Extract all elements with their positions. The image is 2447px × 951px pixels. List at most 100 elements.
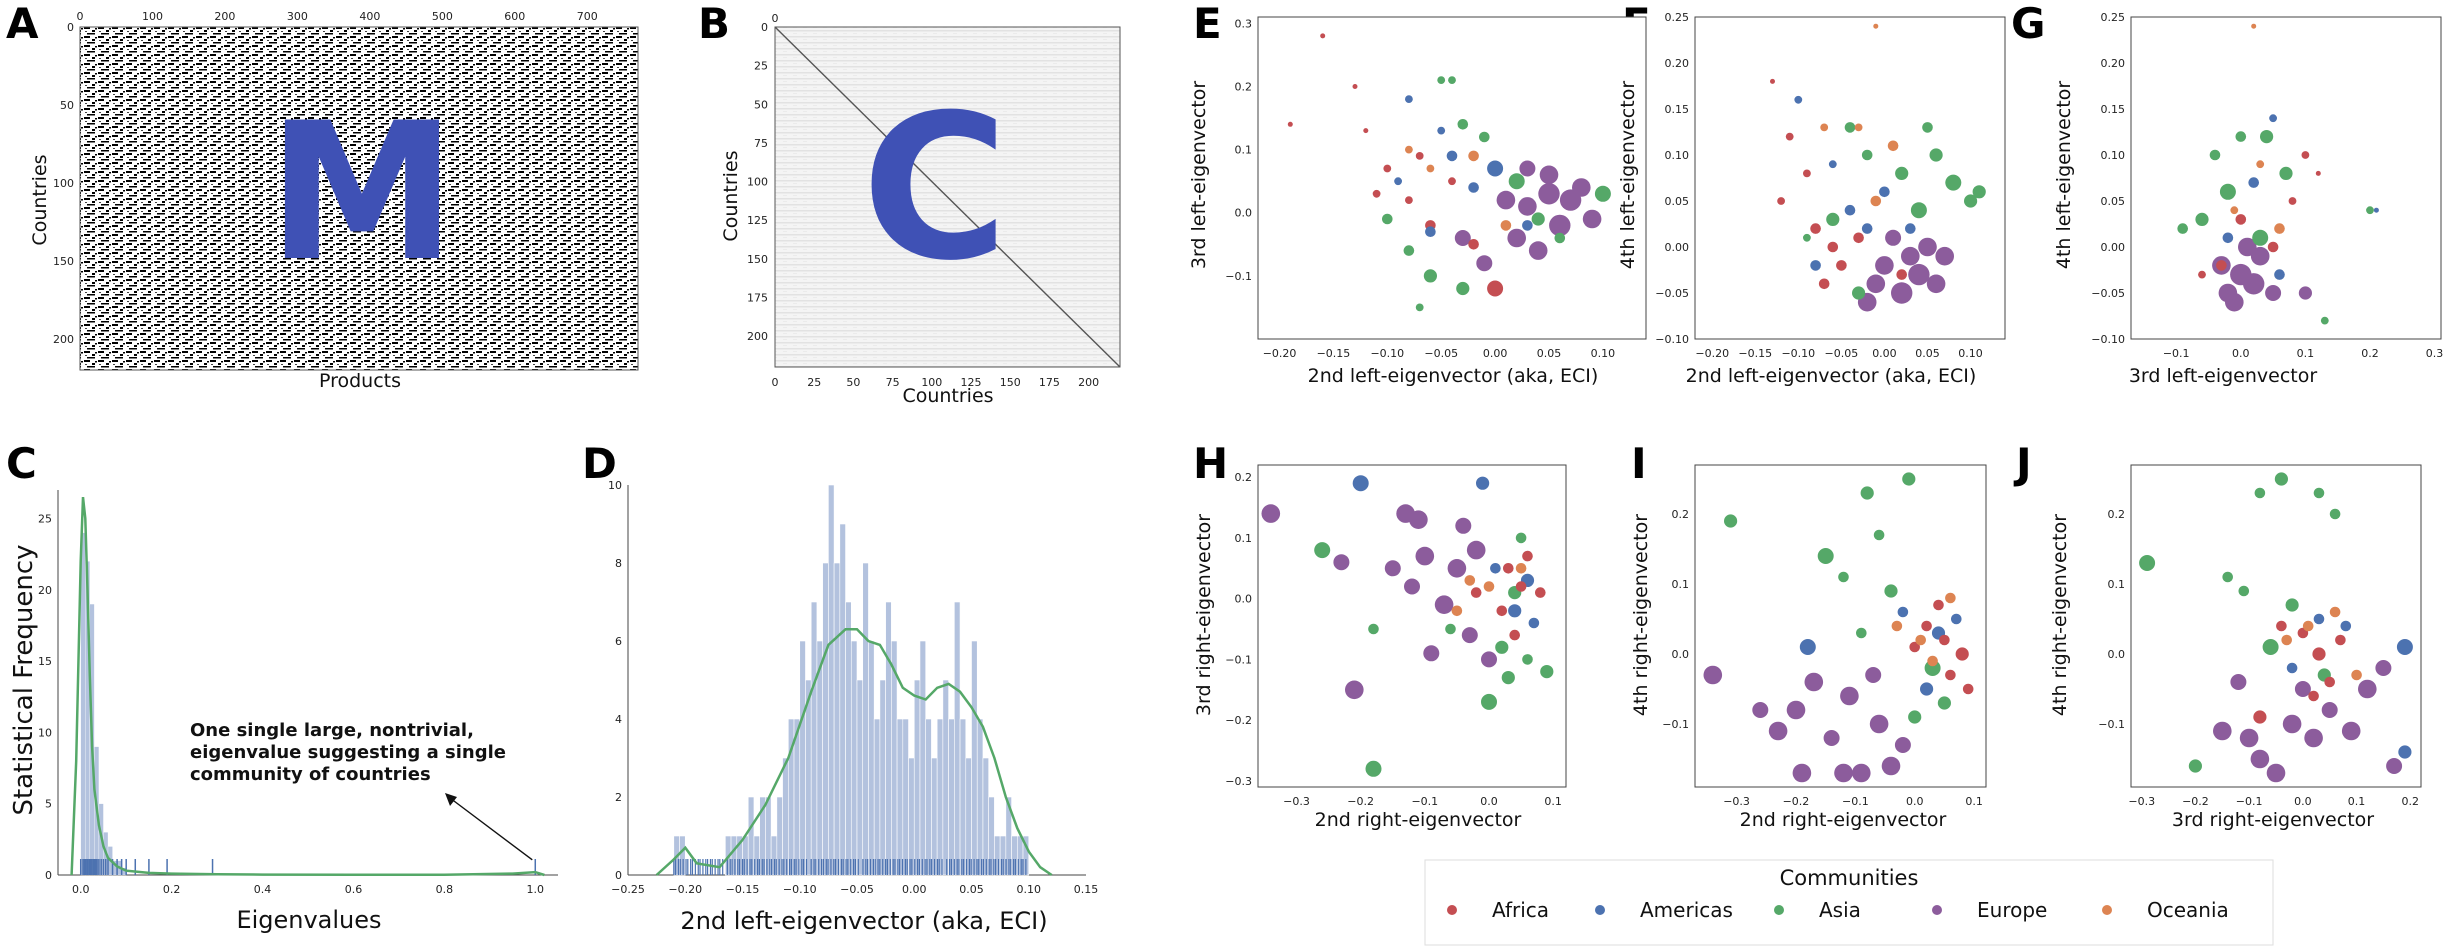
panel-f-point-europe-3 xyxy=(1926,274,1946,294)
panel-i-point-africa-27 xyxy=(1945,669,1956,681)
panel-d-bar-32 xyxy=(856,679,864,876)
panel-i-xtick-4: 0.1 xyxy=(1965,795,1983,808)
panel-f-xtick-2: −0.10 xyxy=(1781,347,1815,360)
panel-g-point-asia-21 xyxy=(2177,223,2188,234)
panel-f-ytick-3: 0.05 xyxy=(1665,195,1690,208)
panel-d-xtick-3: −0.10 xyxy=(783,883,817,896)
panel-b-xtick-8: 200 xyxy=(1078,376,1099,389)
panel-e-point-africa-47 xyxy=(1287,121,1293,127)
panel-a-ytick-4: 200 xyxy=(53,333,74,346)
panel-j-point-europe-14 xyxy=(2230,674,2247,690)
panel-e-point-africa-49 xyxy=(1363,128,1369,134)
panel-i-point-africa-31 xyxy=(1909,641,1920,653)
panel-e-xtick-5: 0.05 xyxy=(1537,347,1562,360)
panel-e-scatter: 2nd left-eigenvector (aka, ECI) 3rd left… xyxy=(1188,16,1647,387)
panel-b-xtick-6: 150 xyxy=(1000,376,1021,389)
panel-j-point-africa-26 xyxy=(2335,634,2346,646)
panel-j-ytick-2: 0.1 xyxy=(2108,578,2126,591)
panel-h-point-asia-11 xyxy=(1314,542,1331,559)
panel-h-xtick-0: −0.3 xyxy=(1283,795,1310,808)
panel-h-point-africa-30 xyxy=(1522,550,1533,562)
panel-label-j: J xyxy=(2013,439,2032,488)
panel-i-point-europe-7 xyxy=(1881,756,1901,776)
panel-f-point-africa-21 xyxy=(1896,269,1907,280)
panel-i-point-asia-25 xyxy=(1908,710,1922,724)
panel-e-point-africa-33 xyxy=(1383,164,1392,173)
panel-d-ytick-1: 2 xyxy=(615,791,622,804)
panel-h-point-europe-12 xyxy=(1333,554,1350,571)
communities-legend: Communities Africa Americas Asia Europe Ocea… xyxy=(1424,859,2274,946)
panel-h-point-europe-1 xyxy=(1345,680,1364,700)
panel-c-kde-line xyxy=(70,496,545,877)
panel-b-xtick-7: 175 xyxy=(1039,376,1060,389)
panel-j-point-asia-34 xyxy=(2222,571,2233,583)
panel-d-bar-36 xyxy=(879,679,886,876)
panel-j-point-europe-1 xyxy=(2239,728,2259,748)
panel-i-point-oceania-37 xyxy=(1915,634,1926,646)
panel-j-plot-area xyxy=(2130,464,2422,788)
panel-i-ytick-3: 0.2 xyxy=(1672,508,1690,521)
panel-i-point-oceania-38 xyxy=(1891,620,1903,632)
panel-e-point-europe-5 xyxy=(1528,241,1548,260)
panel-g-point-asia-12 xyxy=(2279,166,2293,180)
panel-h-point-africa-31 xyxy=(1470,587,1482,598)
panel-f-point-americas-37 xyxy=(1794,95,1803,104)
panel-j-point-africa-17 xyxy=(2253,710,2267,724)
panel-d-bar-45 xyxy=(931,757,938,876)
panel-j-point-americas-18 xyxy=(2398,745,2412,759)
panel-c-ytick-2: 10 xyxy=(38,726,52,739)
panel-e-point-oceania-44 xyxy=(1426,164,1435,173)
panel-i-point-europe-3 xyxy=(1804,672,1824,692)
panel-d-ytick-0: 0 xyxy=(615,869,622,882)
panel-a-ticks: 0 100 200 300 400 500 600 700 0 50 100 150 200 xyxy=(53,10,598,346)
panel-h-xlabel: 2nd right-eigenvector xyxy=(1315,809,1522,831)
panel-h-point-europe-3 xyxy=(1409,510,1428,529)
panel-a-xtick-2: 200 xyxy=(214,10,235,23)
panel-g-point-asia-20 xyxy=(2235,131,2247,142)
panel-d-xtick-4: −0.05 xyxy=(840,883,874,896)
panel-d-xtick-1: −0.20 xyxy=(668,883,702,896)
panel-j-point-asia-32 xyxy=(2313,487,2325,499)
panel-d-bar-42 xyxy=(913,679,921,876)
panel-e-point-africa-34 xyxy=(1405,196,1413,205)
panel-i-point-asia-21 xyxy=(1860,486,1874,500)
panel-d-ytick-5: 10 xyxy=(608,479,622,492)
panel-b-ytick-4: 100 xyxy=(747,176,768,189)
panel-d-bar-52 xyxy=(971,640,978,876)
panel-a-xlabel: Products xyxy=(319,370,401,392)
panel-h-point-asia-23 xyxy=(1540,665,1554,679)
panel-a-ytick-1: 50 xyxy=(60,99,74,112)
panel-h-ytick-1: −0.2 xyxy=(1225,714,1252,727)
panel-f-xtick-6: 0.10 xyxy=(1958,347,1983,360)
panel-b-xtick-0: 0 xyxy=(772,376,779,389)
panel-j-point-oceania-36 xyxy=(2302,620,2314,632)
panel-b-xtick-1: 25 xyxy=(807,376,821,389)
panel-d-bar-51 xyxy=(965,757,972,876)
panel-g-point-oceania-31 xyxy=(2230,206,2239,215)
panel-label-c: C xyxy=(6,439,37,488)
panel-b-ytick-5: 125 xyxy=(747,214,768,227)
panel-f-xtick-4: 0.00 xyxy=(1872,347,1897,360)
panel-b-top-tick: 0 xyxy=(772,12,779,25)
panel-a-ytick-0: 0 xyxy=(67,21,74,34)
panel-h-point-asia-38 xyxy=(1445,623,1456,635)
panel-f-point-asia-30 xyxy=(1861,149,1873,161)
panel-e-ytick-1: 0.0 xyxy=(1235,207,1253,220)
panel-g-point-asia-22 xyxy=(2209,149,2221,161)
annotation-text: One single large, nontrivial, eigenvalue … xyxy=(190,720,506,785)
panel-f-point-oceania-41 xyxy=(1854,123,1863,132)
panel-h-point-americas-8 xyxy=(1352,475,1369,492)
panel-h-point-asia-24 xyxy=(1495,640,1509,654)
panel-g-point-europe-6 xyxy=(2225,292,2244,312)
panel-i-point-asia-35 xyxy=(1838,571,1849,583)
panel-c-ytick-1: 5 xyxy=(45,798,52,811)
panel-a-ytick-3: 150 xyxy=(53,255,74,268)
panel-g-point-oceania-23 xyxy=(2274,223,2285,234)
panel-e-xtick-4: 0.00 xyxy=(1483,347,1508,360)
panel-d-xlabel: 2nd left-eigenvector (aka, ECI) xyxy=(680,907,1047,935)
panel-g-point-americas-27 xyxy=(2269,114,2278,123)
panel-i-point-africa-26 xyxy=(1939,634,1950,646)
panel-a-xtick-3: 300 xyxy=(287,10,308,23)
panel-j-point-africa-16 xyxy=(2312,647,2326,661)
panel-d-bar-47 xyxy=(942,679,949,876)
